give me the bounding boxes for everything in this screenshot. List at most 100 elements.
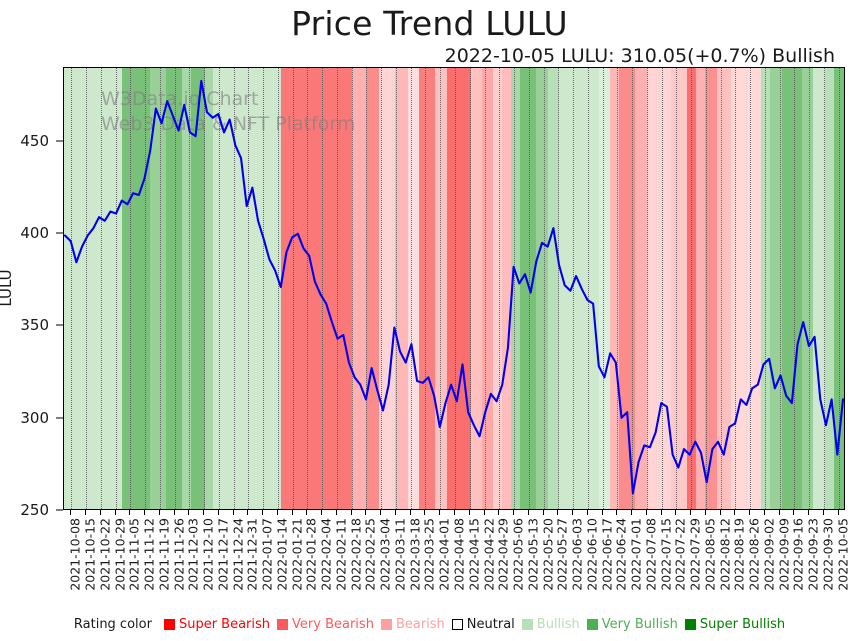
y-tick-label: 400 <box>20 224 49 243</box>
legend-swatch-neutral <box>451 618 463 630</box>
price-line-series <box>64 79 844 495</box>
x-tick-mark <box>749 510 751 515</box>
x-tick-label: 2021-12-10 <box>200 518 216 591</box>
x-tick-mark <box>129 510 131 515</box>
x-tick-label: 2022-07-08 <box>643 518 659 591</box>
rating-band <box>599 68 610 509</box>
x-tick-label: 2022-07-01 <box>628 518 644 591</box>
x-tick-mark <box>247 510 249 515</box>
x-tick-label: 2022-06-10 <box>584 518 600 591</box>
x-tick-mark <box>232 510 234 515</box>
x-tick-label: 2022-06-24 <box>613 518 629 591</box>
x-tick-label: 2021-10-08 <box>67 518 83 591</box>
legend-title: Rating color <box>73 616 152 632</box>
x-tick-label: 2022-10-05 <box>835 518 851 591</box>
rating-band <box>825 68 834 509</box>
x-tick-label: 2021-11-05 <box>126 518 142 591</box>
rating-band <box>520 68 536 509</box>
x-tick-mark <box>335 510 337 515</box>
x-tick-label: 2022-01-07 <box>259 518 275 591</box>
x-tick-label: 2021-12-17 <box>215 518 231 591</box>
x-tick-mark <box>350 510 352 515</box>
x-tick-label: 2022-05-13 <box>525 518 541 591</box>
x-tick-mark <box>542 510 544 515</box>
x-tick-mark <box>483 510 485 515</box>
legend-swatch-bullish <box>521 618 533 630</box>
rating-band <box>447 68 471 509</box>
plot-area[interactable]: W3Data.io Chart Web3 Data & NFT Platform <box>63 67 845 510</box>
x-tick-mark <box>572 510 574 515</box>
x-tick-mark <box>203 510 205 515</box>
x-tick-mark <box>498 510 500 515</box>
x-tick-label: 2021-10-22 <box>97 518 113 591</box>
x-tick-mark <box>99 510 101 515</box>
x-tick-mark <box>808 510 810 515</box>
y-tick-label: 350 <box>20 316 49 335</box>
x-tick-mark <box>306 510 308 515</box>
legend-item[interactable]: Bearish <box>380 616 445 632</box>
legend-item[interactable]: Super Bearish <box>163 616 271 632</box>
x-tick-label: 2022-04-15 <box>466 518 482 591</box>
rating-band <box>696 68 705 509</box>
legend-item[interactable]: Bullish <box>521 616 580 632</box>
x-tick-label: 2022-03-25 <box>421 518 437 591</box>
x-tick-mark <box>601 510 603 515</box>
x-tick-label: 2022-07-15 <box>658 518 674 591</box>
x-tick-mark <box>217 510 219 515</box>
x-tick-label: 2022-05-06 <box>510 518 526 591</box>
y-tick-label: 250 <box>20 501 49 519</box>
legend-swatch-very-bearish <box>277 618 289 630</box>
x-tick-mark <box>70 510 72 515</box>
x-tick-label: 2021-12-31 <box>244 518 260 591</box>
x-tick-label: 2022-09-09 <box>776 518 792 591</box>
y-tick-mark <box>56 140 63 142</box>
x-axis-ticks: 2021-10-08 2021-10-15 2021-10-22 2021-10-29… <box>63 510 850 620</box>
legend-label: Super Bullish <box>699 616 786 632</box>
x-tick-label: 2022-09-02 <box>761 518 777 591</box>
y-axis-ticks: 250 300 350 400 450 <box>0 0 63 641</box>
x-tick-label: 2022-01-28 <box>303 518 319 591</box>
rating-band <box>647 68 671 509</box>
y-tick-mark <box>56 417 63 419</box>
legend-item[interactable]: Neutral <box>451 617 515 632</box>
x-tick-label: 2022-09-16 <box>790 518 806 591</box>
legend-item[interactable]: Very Bearish <box>277 617 374 632</box>
x-tick-mark <box>704 510 706 515</box>
x-tick-mark <box>513 510 515 515</box>
x-tick-label: 2022-05-20 <box>540 518 556 591</box>
x-tick-mark <box>144 510 146 515</box>
legend-label: Bearish <box>395 616 445 632</box>
x-tick-mark <box>734 510 736 515</box>
rating-band <box>802 68 813 509</box>
rating-band <box>471 68 482 509</box>
x-tick-label: 2022-08-05 <box>702 518 718 591</box>
x-tick-mark <box>188 510 190 515</box>
x-tick-mark <box>690 510 692 515</box>
legend-item[interactable]: Very Bullish <box>586 617 678 632</box>
x-tick-label: 2022-08-19 <box>731 518 747 591</box>
x-tick-mark <box>424 510 426 515</box>
x-tick-mark <box>763 510 765 515</box>
x-tick-mark <box>394 510 396 515</box>
x-tick-label: 2022-08-26 <box>746 518 762 591</box>
y-tick-label: 300 <box>20 408 49 427</box>
rating-band <box>191 68 205 509</box>
x-tick-mark <box>660 510 662 515</box>
x-tick-label: 2022-09-30 <box>820 518 836 591</box>
rating-band <box>166 68 182 509</box>
x-tick-label: 2021-10-29 <box>112 518 128 591</box>
x-tick-mark <box>158 510 160 515</box>
x-tick-mark <box>291 510 293 515</box>
page-title: Price Trend LULU <box>291 4 568 43</box>
x-tick-mark <box>822 510 824 515</box>
legend-item[interactable]: Super Bullish <box>684 616 786 632</box>
x-tick-mark <box>380 510 382 515</box>
x-tick-label: 2022-04-22 <box>481 518 496 591</box>
legend-label: Super Bearish <box>178 616 271 632</box>
legend-label: Bullish <box>536 616 580 632</box>
x-tick-label: 2022-06-17 <box>599 518 615 591</box>
rating-band <box>257 68 281 509</box>
x-tick-label: 2021-12-24 <box>230 518 246 591</box>
x-tick-label: 2022-03-18 <box>407 518 423 591</box>
rating-band <box>493 68 502 509</box>
